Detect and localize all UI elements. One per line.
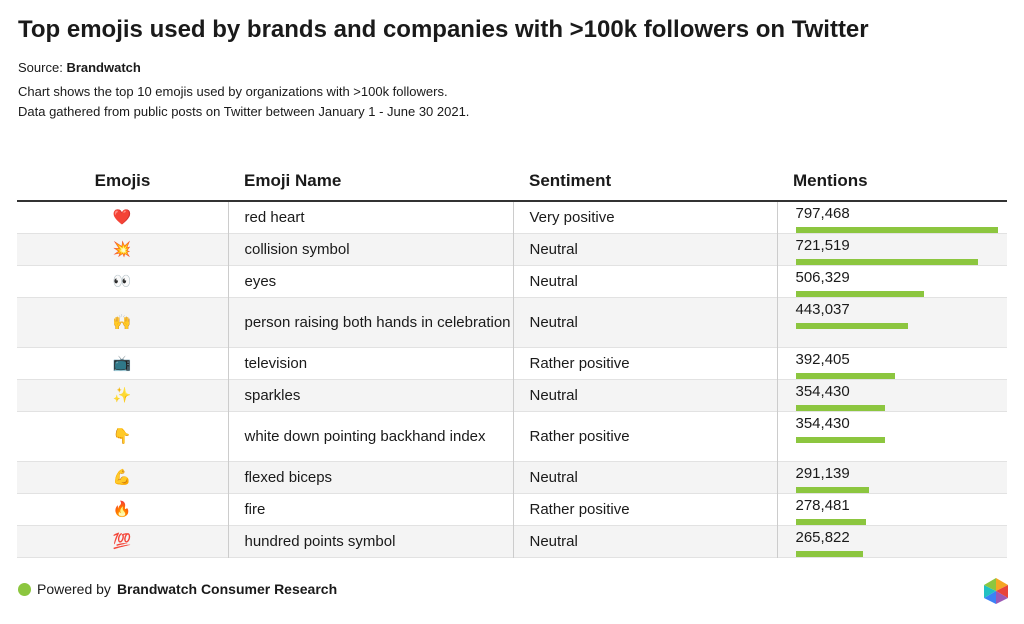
mentions-cell: 506,329 <box>776 265 1007 298</box>
emoji: 👇 <box>112 427 132 445</box>
emoji: 💯 <box>112 532 132 550</box>
emoji-name: television <box>227 347 513 380</box>
table-row: 👀 eyes Neutral 506,329 <box>17 265 1007 298</box>
sentiment: Rather positive <box>512 347 777 380</box>
mentions-bar <box>795 487 870 493</box>
emoji-name: white down pointing backhand index <box>227 411 513 462</box>
mentions-cell: 354,430 <box>776 379 1007 412</box>
mentions-label: 265,822 <box>795 529 850 546</box>
emoji-name: collision symbol <box>227 233 513 266</box>
mentions-cell: 721,519 <box>776 233 1007 266</box>
mentions-label: 291,139 <box>795 465 850 482</box>
mentions-label: 443,037 <box>795 301 850 318</box>
emoji-name: flexed biceps <box>227 461 513 494</box>
mentions-cell: 354,430 <box>776 411 1007 462</box>
emoji: 🙌 <box>112 313 132 331</box>
column-header: Emojis <box>17 162 228 202</box>
title: Top emojis used by brands and companies … <box>18 16 869 43</box>
emoji: 📺 <box>112 354 132 372</box>
mentions-bar <box>795 373 895 379</box>
source-label: Source: <box>18 60 63 75</box>
emoji-name: person raising both hands in celebration <box>227 297 513 348</box>
description-line: Chart shows the top 10 emojis used by or… <box>18 84 448 99</box>
mentions-label: 797,468 <box>795 205 850 222</box>
table-row: 💯 hundred points symbol Neutral 265,822 <box>17 525 1007 558</box>
table-row: 👇 white down pointing backhand index Rathe… <box>17 411 1007 462</box>
emoji: 💪 <box>112 468 132 486</box>
description-line: Data gathered from public posts on Twitt… <box>18 104 470 119</box>
mentions-cell: 443,037 <box>776 297 1007 348</box>
source: Source: Brandwatch <box>18 60 141 75</box>
emoji: 🔥 <box>112 500 132 518</box>
table-body: ❤️ red heart Very positive 797,468 💥 collisio… <box>17 201 1007 558</box>
column-header: Mentions <box>777 162 1007 202</box>
table-row: 📺 television Rather positive 392,405 <box>17 347 1007 380</box>
mentions-cell: 797,468 <box>776 201 1007 234</box>
mentions-label: 392,405 <box>795 351 850 368</box>
mentions-label: 354,430 <box>795 383 850 400</box>
sentiment: Neutral <box>512 525 777 558</box>
header-row: Emojis Emoji Name Sentiment Mentions <box>17 162 1007 202</box>
description: Chart shows the top 10 emojis used by or… <box>18 82 469 122</box>
mentions-bar <box>795 551 863 557</box>
column-header: Emoji Name <box>228 162 513 202</box>
table-row: 💥 collision symbol Neutral 721,519 <box>17 233 1007 266</box>
emoji-name: eyes <box>227 265 513 298</box>
emoji: ❤️ <box>112 208 132 226</box>
sentiment: Neutral <box>512 379 777 412</box>
sentiment: Very positive <box>512 201 777 234</box>
sentiment: Neutral <box>512 233 777 266</box>
emoji: 💥 <box>112 240 132 258</box>
emoji: 👀 <box>112 272 132 290</box>
table-row: ❤️ red heart Very positive 797,468 <box>17 201 1007 234</box>
mentions-bar <box>795 437 886 443</box>
mentions-label: 354,430 <box>795 415 850 432</box>
table-row: ✨ sparkles Neutral 354,430 <box>17 379 1007 412</box>
sentiment: Neutral <box>512 297 777 348</box>
footer: Powered by Brandwatch Consumer Research <box>18 581 337 597</box>
source-name: Brandwatch <box>66 60 141 75</box>
table: Emojis Emoji Name Sentiment Mentions ❤️ red … <box>17 162 1007 558</box>
emoji: ✨ <box>112 386 132 404</box>
mentions-label: 721,519 <box>795 237 850 254</box>
table-row: 🙌 person raising both hands in celebratio… <box>17 297 1007 348</box>
emoji-name: sparkles <box>227 379 513 412</box>
mentions-cell: 291,139 <box>776 461 1007 494</box>
mentions-label: 278,481 <box>795 497 850 514</box>
table-row: 🔥 fire Rather positive 278,481 <box>17 493 1007 526</box>
table-row: 💪 flexed biceps Neutral 291,139 <box>17 461 1007 494</box>
emoji-name: fire <box>227 493 513 526</box>
sentiment: Rather positive <box>512 411 777 462</box>
column-header: Sentiment <box>513 162 777 202</box>
mentions-bar <box>795 405 886 411</box>
mentions-bar <box>795 291 924 297</box>
footer-brand: Brandwatch Consumer Research <box>116 581 338 597</box>
mentions-label: 506,329 <box>795 269 850 286</box>
mentions-cell: 278,481 <box>776 493 1007 526</box>
footer-dot <box>18 582 31 596</box>
logo <box>984 578 1008 604</box>
mentions-bar <box>795 519 867 525</box>
mentions-cell: 392,405 <box>776 347 1007 380</box>
sentiment: Rather positive <box>512 493 777 526</box>
emoji-name: red heart <box>227 201 513 234</box>
sentiment: Neutral <box>512 461 777 494</box>
emoji-name: hundred points symbol <box>227 525 513 558</box>
mentions-bar <box>795 227 998 233</box>
footer-prefix: Powered by <box>37 581 111 597</box>
sentiment: Neutral <box>512 265 777 298</box>
mentions-cell: 265,822 <box>776 525 1007 558</box>
mentions-bar <box>795 323 908 329</box>
mentions-bar <box>795 259 979 265</box>
